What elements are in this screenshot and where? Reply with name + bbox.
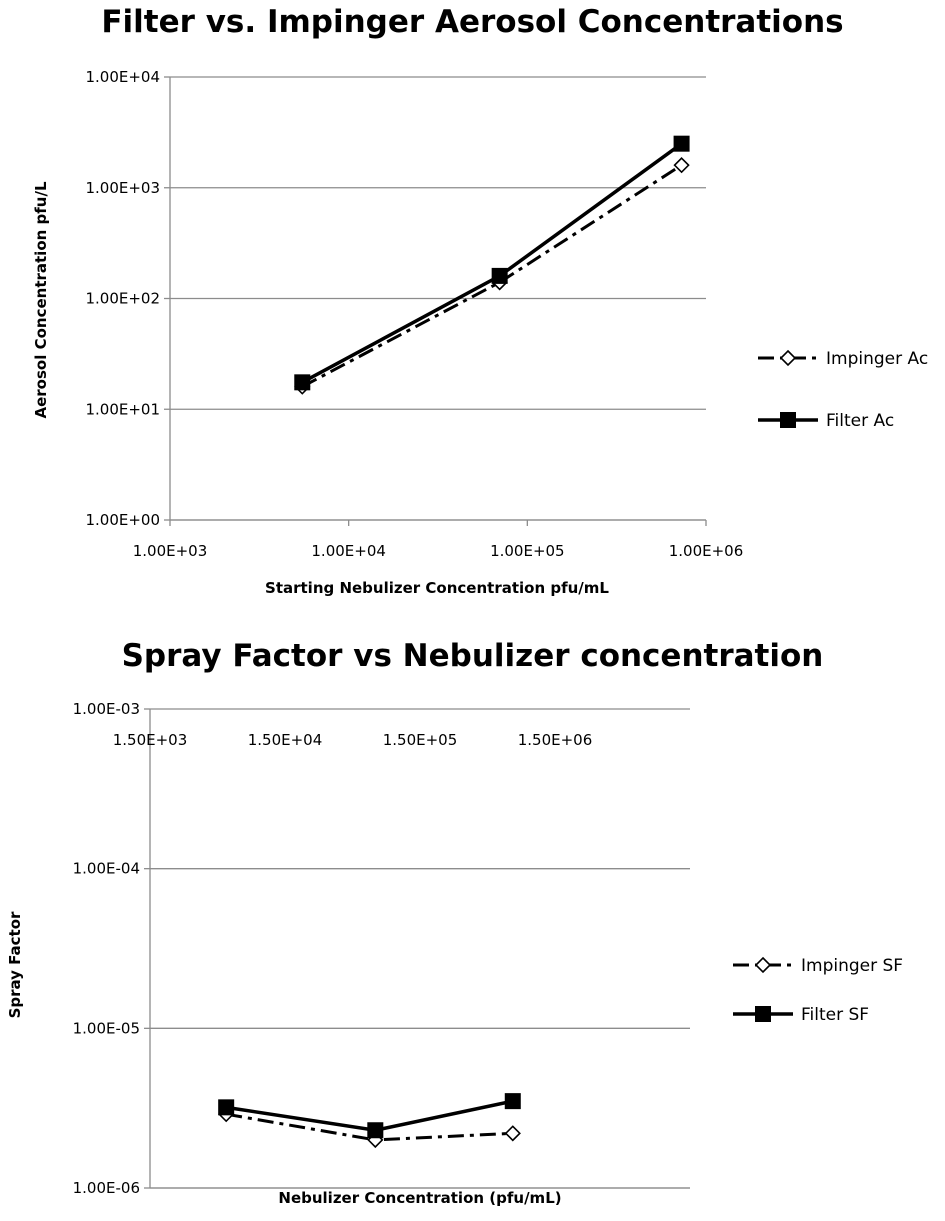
- y-tick-label: 1.00E+01: [85, 400, 160, 418]
- data-point-diamond: [504, 1125, 521, 1142]
- legend-label: Impinger SF: [801, 956, 903, 976]
- data-point-square: [294, 374, 311, 391]
- data-point-diamond: [673, 157, 690, 174]
- data-point-square: [755, 1006, 771, 1022]
- x-tick-label: 1.00E+05: [490, 542, 565, 560]
- data-point-square: [218, 1099, 235, 1116]
- data-point-square: [367, 1122, 384, 1139]
- series-line: [301, 163, 683, 388]
- x-tick-label: 1.50E+06: [518, 731, 593, 749]
- x-tick-label: 1.50E+04: [248, 731, 323, 749]
- data-point-square: [673, 135, 690, 152]
- chart-title: Filter vs. Impinger Aerosol Concentratio…: [101, 4, 844, 40]
- x-axis-label: Starting Nebulizer Concentration pfu/mL: [265, 579, 609, 597]
- spray-factor-chart-plot: 1.00E-06 1.00E-05 1.00E-04 1.00E-03 1.50E+03…: [6, 700, 903, 1207]
- data-point-square: [780, 412, 796, 428]
- legend-label: Filter Ac: [826, 411, 894, 431]
- y-tick-label: 1.00E-04: [73, 860, 140, 878]
- legend-label: Filter SF: [801, 1005, 869, 1025]
- y-axis-label: Aerosol Concentration pfu/L: [32, 181, 50, 418]
- x-axis-label: Nebulizer Concentration (pfu/mL): [278, 1189, 561, 1207]
- y-tick-label: 1.00E+00: [85, 511, 160, 529]
- chart-title: Spray Factor vs Nebulizer concentration: [121, 638, 824, 674]
- data-point-diamond: [754, 956, 772, 974]
- y-axis-label: Spray Factor: [6, 911, 24, 1018]
- legend-label: Impinger Ac: [826, 349, 928, 369]
- aerosol-concentration-chart: Filter vs. Impinger Aerosol Concentratio…: [0, 0, 945, 610]
- x-tick-label: 1.00E+04: [311, 542, 386, 560]
- data-point-square: [491, 267, 508, 284]
- series-line: [301, 142, 683, 384]
- aerosol-chart-plot: 1.00E+00 1.00E+01 1.00E+02 1.00E+03 1.00E+04…: [32, 68, 928, 597]
- y-tick-label: 1.00E-05: [73, 1019, 140, 1037]
- x-tick-label: 1.50E+03: [113, 731, 188, 749]
- y-tick-label: 1.00E+04: [85, 68, 160, 86]
- spray-factor-chart: Spray Factor vs Nebulizer concentration …: [0, 610, 945, 1221]
- x-tick-label: 1.00E+06: [669, 542, 744, 560]
- data-point-square: [504, 1093, 521, 1110]
- data-point-diamond: [779, 349, 797, 367]
- y-tick-label: 1.00E+02: [85, 290, 160, 308]
- x-tick-label: 1.50E+05: [383, 731, 458, 749]
- y-tick-label: 1.00E-06: [73, 1179, 140, 1197]
- y-tick-label: 1.00E+03: [85, 179, 160, 197]
- y-tick-label: 1.00E-03: [73, 700, 140, 718]
- x-tick-label: 1.00E+03: [133, 542, 208, 560]
